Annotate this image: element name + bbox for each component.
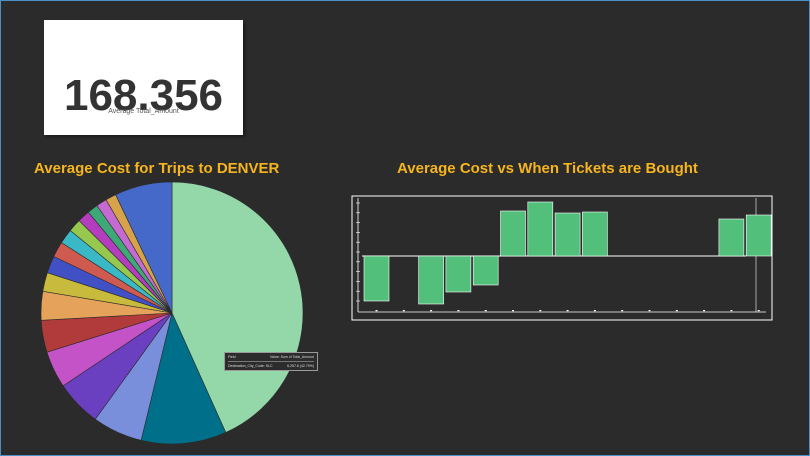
bar-x-tick [703, 310, 706, 312]
kpi-value: 168.356 [63, 71, 224, 120]
tooltip-value: 6,257.6 (42.79%) [287, 364, 314, 368]
pie-tooltip: Field Value: Sum of Total_Amount Destina… [224, 352, 318, 371]
kpi-card: 168.356 Average Total_Amount [44, 20, 243, 135]
bar-13 [718, 218, 745, 257]
bar-x-tick [539, 310, 542, 312]
bar-x-tick [566, 310, 569, 312]
bar-x-tick [430, 310, 433, 312]
tooltip-value-header: Value: Sum of Total_Amount [269, 355, 314, 359]
bar-x-tick [757, 310, 760, 312]
bar-x-tick [675, 310, 678, 312]
bar-4 [472, 255, 499, 286]
tooltip-field: Destination_City_Code: SLC [228, 364, 273, 368]
tooltip-divider [228, 361, 314, 362]
pie-slice-16 [115, 181, 173, 314]
bar-x-tick [730, 310, 733, 312]
bar-14 [745, 214, 772, 257]
pie-chart-title: Average Cost for Trips to DENVER [34, 160, 280, 177]
bar-plot-frame [351, 195, 773, 321]
bar-chart-title: Average Cost vs When Tickets are Bought [397, 160, 698, 177]
bar-8 [582, 211, 608, 257]
kpi-label: Average Total_Amount [108, 108, 179, 115]
bar-5 [500, 210, 526, 257]
bar-x-tick [593, 310, 596, 312]
bar-x-tick [512, 310, 514, 312]
bar-7 [554, 212, 581, 257]
bar-x-tick [402, 310, 405, 312]
bar-x-tick [457, 310, 460, 312]
bar-x-tick [648, 310, 651, 312]
bar-x-tick [375, 310, 378, 312]
bar-x-tick [484, 310, 487, 312]
bar-0 [363, 255, 390, 302]
tooltip-field-header: Field [228, 355, 236, 359]
pie-slice-1 [140, 312, 227, 445]
bar-6 [527, 201, 554, 257]
bar-x-tick [621, 310, 624, 312]
bar-2 [418, 255, 444, 305]
bar-3 [445, 255, 472, 293]
